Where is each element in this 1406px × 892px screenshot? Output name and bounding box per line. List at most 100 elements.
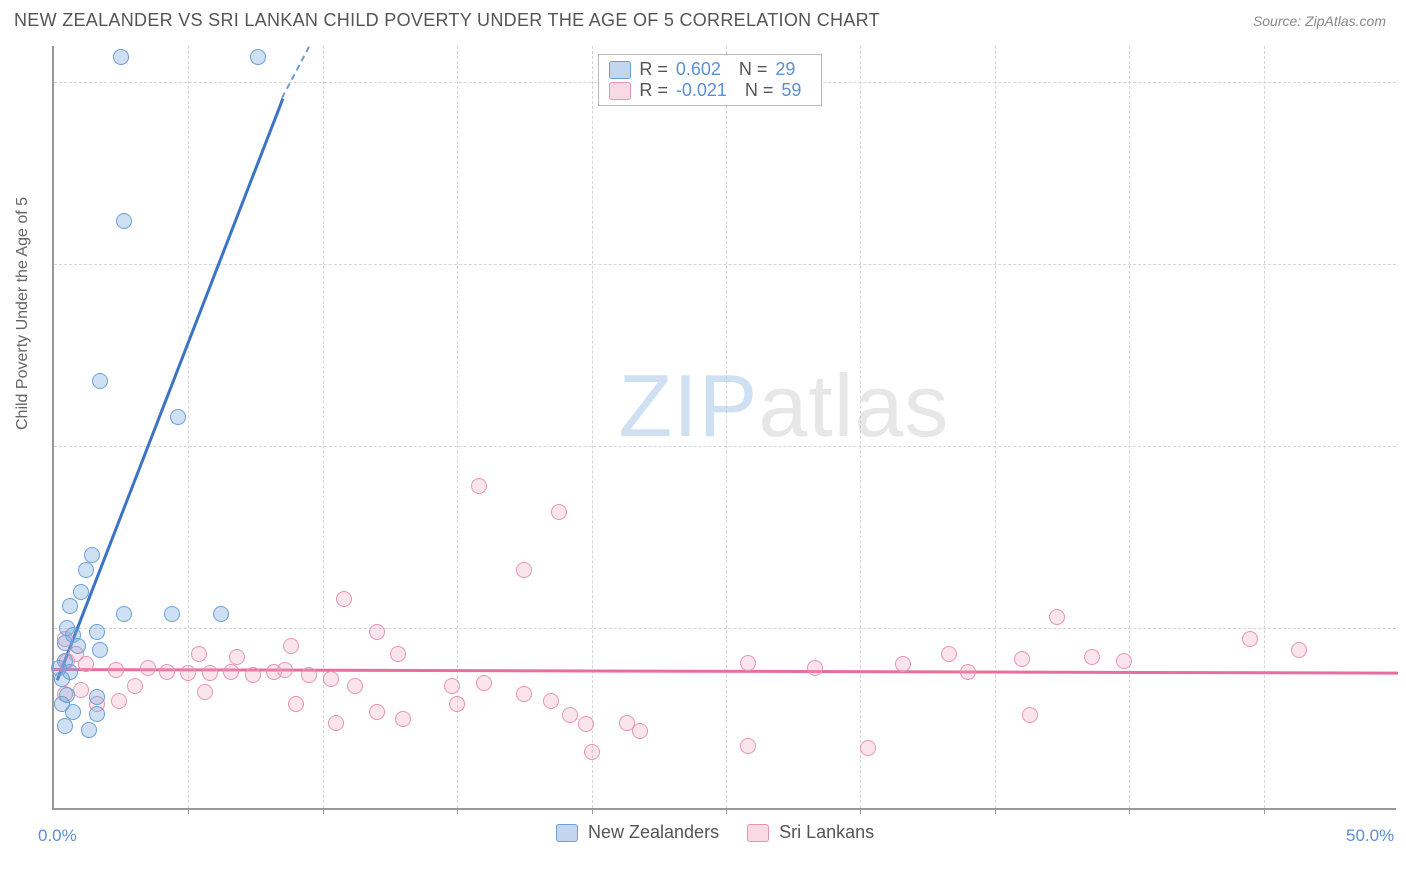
scatter-point-blue (170, 409, 186, 425)
scatter-point-blue (54, 671, 70, 687)
x-tick-mark (860, 808, 861, 814)
scatter-point-blue (65, 704, 81, 720)
scatter-point-pink (127, 678, 143, 694)
scatter-point-pink (301, 667, 317, 683)
scatter-point-pink (860, 740, 876, 756)
legend-swatch-blue (556, 824, 578, 842)
correlation-legend: R =0.602N =29R =-0.021N =59 (598, 54, 822, 106)
chart-title: NEW ZEALANDER VS SRI LANKAN CHILD POVERT… (14, 10, 880, 31)
scatter-point-pink (584, 744, 600, 760)
x-tick-label-max: 50.0% (1346, 826, 1394, 846)
scatter-point-pink (1049, 609, 1065, 625)
scatter-point-pink (516, 686, 532, 702)
scatter-point-pink (740, 655, 756, 671)
scatter-point-pink (740, 738, 756, 754)
scatter-point-pink (1116, 653, 1132, 669)
scatter-point-pink (390, 646, 406, 662)
scatter-point-pink (551, 504, 567, 520)
gridline-vertical (592, 46, 593, 808)
chart-plot-area: 25.0%50.0%75.0%100.0%ZIPatlasR =0.602N =… (52, 46, 1396, 810)
scatter-point-blue (89, 706, 105, 722)
scatter-point-pink (543, 693, 559, 709)
x-tick-mark (592, 808, 593, 814)
scatter-point-pink (941, 646, 957, 662)
scatter-point-blue (116, 213, 132, 229)
scatter-point-pink (288, 696, 304, 712)
scatter-point-pink (807, 660, 823, 676)
r-value: 0.602 (676, 59, 721, 80)
legend-swatch-pink (747, 824, 769, 842)
scatter-point-pink (395, 711, 411, 727)
x-tick-mark (188, 808, 189, 814)
scatter-point-pink (1291, 642, 1307, 658)
gridline-vertical (188, 46, 189, 808)
x-tick-mark (995, 808, 996, 814)
scatter-point-pink (476, 675, 492, 691)
scatter-point-pink (245, 667, 261, 683)
scatter-point-pink (1242, 631, 1258, 647)
scatter-point-pink (632, 723, 648, 739)
scatter-point-pink (111, 693, 127, 709)
scatter-point-blue (78, 562, 94, 578)
scatter-point-pink (444, 678, 460, 694)
scatter-point-pink (159, 664, 175, 680)
scatter-point-pink (471, 478, 487, 494)
scatter-point-blue (89, 624, 105, 640)
legend-label: New Zealanders (588, 822, 719, 843)
scatter-point-blue (92, 642, 108, 658)
legend-swatch-pink (609, 82, 631, 100)
scatter-point-blue (89, 689, 105, 705)
r-label: R = (639, 80, 668, 101)
scatter-point-pink (369, 624, 385, 640)
gridline-horizontal (54, 446, 1396, 447)
n-label: N = (745, 80, 774, 101)
scatter-point-blue (57, 718, 73, 734)
scatter-point-pink (202, 665, 218, 681)
scatter-point-pink (578, 716, 594, 732)
scatter-point-pink (78, 656, 94, 672)
scatter-point-blue (62, 598, 78, 614)
scatter-point-pink (108, 662, 124, 678)
gridline-vertical (457, 46, 458, 808)
source-attribution: Source: ZipAtlas.com (1253, 13, 1386, 29)
scatter-point-pink (328, 715, 344, 731)
r-value: -0.021 (676, 80, 727, 101)
gridline-vertical (726, 46, 727, 808)
x-tick-mark (726, 808, 727, 814)
watermark: ZIPatlas (618, 355, 949, 457)
gridline-horizontal (54, 628, 1396, 629)
n-value: 59 (781, 80, 801, 101)
correlation-legend-row: R = -0.021 N = 59 (609, 80, 811, 101)
x-tick-mark (457, 808, 458, 814)
gridline-vertical (1129, 46, 1130, 808)
n-label: N = (739, 59, 768, 80)
scatter-point-pink (140, 660, 156, 676)
scatter-point-pink (197, 684, 213, 700)
scatter-point-pink (283, 638, 299, 654)
scatter-point-pink (562, 707, 578, 723)
scatter-point-blue (213, 606, 229, 622)
gridline-vertical (1264, 46, 1265, 808)
scatter-point-blue (92, 373, 108, 389)
scatter-point-pink (336, 591, 352, 607)
scatter-point-pink (191, 646, 207, 662)
x-tick-mark (323, 808, 324, 814)
r-label: R = (639, 59, 668, 80)
scatter-point-pink (323, 671, 339, 687)
trendline-blue (56, 98, 284, 681)
scatter-point-blue (116, 606, 132, 622)
gridline-vertical (995, 46, 996, 808)
scatter-point-pink (895, 656, 911, 672)
scatter-point-blue (73, 584, 89, 600)
x-tick-mark (1129, 808, 1130, 814)
scatter-point-pink (1084, 649, 1100, 665)
scatter-point-blue (81, 722, 97, 738)
scatter-point-pink (1022, 707, 1038, 723)
scatter-point-pink (960, 664, 976, 680)
legend-item: Sri Lankans (747, 822, 874, 843)
gridline-vertical (323, 46, 324, 808)
gridline-horizontal (54, 264, 1396, 265)
x-tick-label-min: 0.0% (38, 826, 77, 846)
scatter-point-blue (250, 49, 266, 65)
legend-swatch-blue (609, 61, 631, 79)
